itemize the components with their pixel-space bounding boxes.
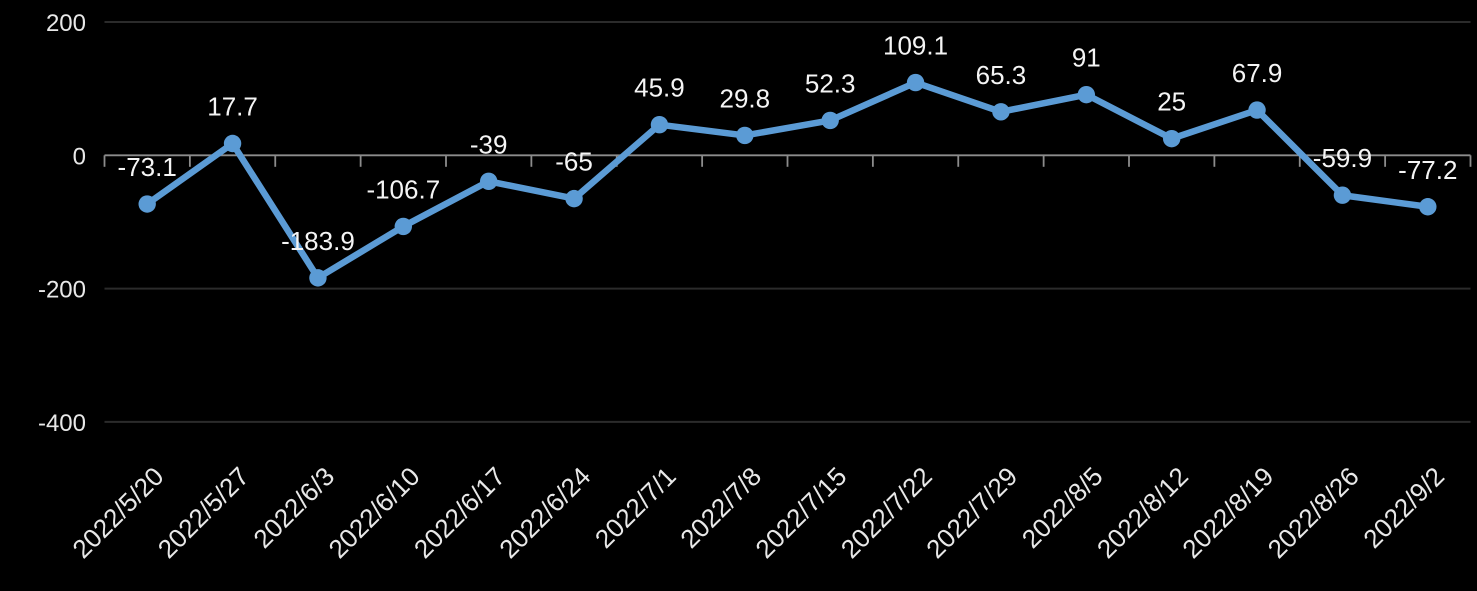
data-label: 65.3	[976, 60, 1027, 90]
data-label: 25	[1157, 87, 1186, 117]
x-axis-tick-label: 2022/7/22	[835, 461, 938, 564]
data-point-marker[interactable]	[565, 189, 583, 208]
data-point-marker[interactable]	[309, 269, 327, 287]
data-label: 45.9	[634, 73, 685, 103]
data-label: -59.9	[1313, 143, 1372, 173]
y-axis-tick-label: 0	[73, 143, 86, 170]
x-axis-tick-label: 2022/5/20	[66, 461, 169, 564]
y-axis-tick-label: -400	[38, 410, 86, 437]
data-point-marker[interactable]	[1419, 198, 1437, 216]
data-label: 91	[1072, 43, 1101, 73]
data-label: -183.9	[281, 226, 355, 256]
x-axis-tick-label: 2022/6/10	[323, 461, 426, 564]
series-line	[143, 79, 1432, 282]
data-label: -73.1	[118, 152, 177, 182]
x-axis-tick-label: 2022/7/15	[749, 461, 852, 564]
y-axis-tick-label: 200	[46, 10, 86, 37]
data-label: -77.2	[1398, 155, 1457, 185]
data-label: 52.3	[805, 68, 856, 98]
x-axis-tick-label: 2022/6/24	[493, 461, 596, 564]
x-axis-tick-label: 2022/8/12	[1091, 461, 1194, 564]
y-axis-tick-label: -200	[38, 277, 86, 304]
data-point-marker[interactable]	[1333, 186, 1352, 204]
x-axis-tick-label: 2022/7/29	[920, 461, 1023, 564]
data-point-marker[interactable]	[1162, 129, 1181, 148]
data-point-marker[interactable]	[223, 134, 242, 153]
data-point-marker[interactable]	[992, 103, 1010, 121]
data-label: -106.7	[366, 174, 440, 204]
data-point-marker[interactable]	[1077, 85, 1096, 104]
data-point-marker[interactable]	[650, 116, 669, 134]
x-axis-tick-label: 2022/8/19	[1176, 461, 1279, 564]
data-point-marker[interactable]	[1248, 101, 1266, 119]
x-axis-tick-label: 2022/8/26	[1262, 461, 1365, 564]
data-point-marker[interactable]	[821, 111, 839, 130]
data-label: 67.9	[1232, 58, 1283, 88]
data-label: 109.1	[883, 31, 948, 61]
data-point-marker[interactable]	[138, 195, 156, 213]
x-axis-tick-label: 2022/9/2	[1357, 461, 1450, 554]
x-axis-tick-label: 2022/5/27	[152, 461, 255, 564]
x-axis-tick-label: 2022/7/1	[589, 461, 682, 554]
data-point-marker[interactable]	[736, 126, 754, 145]
data-label: 29.8	[720, 83, 771, 113]
data-point-marker[interactable]	[479, 172, 498, 190]
data-point-marker[interactable]	[906, 73, 925, 92]
data-label: -39	[470, 129, 508, 159]
x-axis-tick-label: 2022/6/17	[408, 461, 511, 564]
data-label: -65	[555, 147, 593, 177]
data-label: 17.7	[207, 92, 258, 122]
data-point-marker[interactable]	[394, 217, 413, 236]
